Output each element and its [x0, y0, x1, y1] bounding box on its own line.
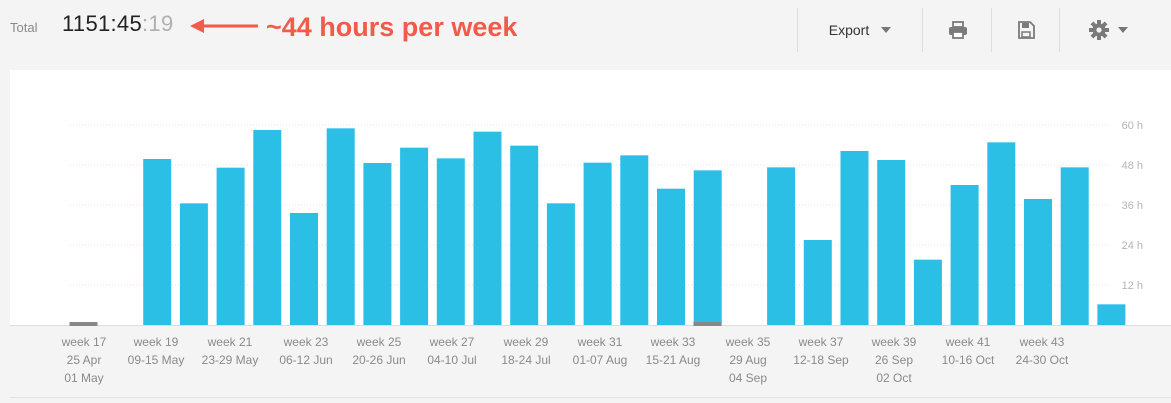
x-tick-label: 25 Apr	[67, 353, 102, 367]
floppy-disk-icon	[1018, 21, 1035, 39]
x-tick-label: 18-24 Jul	[501, 353, 550, 367]
y-tick-label: 24 h	[1122, 240, 1143, 252]
x-tick-label: week 37	[798, 335, 844, 349]
bar-week-28[interactable]	[510, 145, 539, 325]
settings-button[interactable]	[1078, 10, 1138, 50]
bar-week-42[interactable]	[1024, 199, 1052, 325]
x-tick-label: 01-07 Aug	[573, 353, 628, 367]
y-tick-label: 60 h	[1122, 120, 1143, 132]
total-label: Total	[10, 20, 38, 35]
bar-week-24[interactable]	[363, 163, 392, 325]
bar-week-44[interactable]	[1097, 304, 1126, 325]
x-tick-label: week 43	[1019, 335, 1065, 349]
toolbar-divider	[991, 8, 992, 52]
x-tick-label: week 25	[356, 335, 402, 349]
x-tick-label: 02 Oct	[876, 371, 912, 385]
bar-week-27[interactable]	[473, 131, 502, 325]
x-tick-label: week 33	[650, 335, 696, 349]
x-tick-label: 15-21 Aug	[646, 353, 701, 367]
bar-week-20[interactable]	[216, 167, 245, 325]
bar-week-36[interactable]	[803, 240, 832, 325]
annotation-text: ~44 hours per week	[266, 12, 518, 42]
gear-icon	[1089, 20, 1109, 40]
printer-icon	[949, 21, 967, 39]
x-tick-label: week 39	[871, 335, 917, 349]
toolbar: Total 1151:45:19 ~44 hours per week Expo…	[0, 0, 1171, 58]
divider	[10, 397, 1171, 398]
bar-week-33[interactable]	[693, 170, 722, 325]
bar-week-22[interactable]	[290, 213, 318, 325]
bar-week-40[interactable]	[950, 185, 979, 325]
x-tick-label: 04-10 Jul	[427, 353, 476, 367]
bar-week-32[interactable]	[657, 188, 685, 325]
y-tick-label: 48 h	[1122, 160, 1143, 172]
total-duration: 1151:45:19	[62, 11, 173, 37]
print-button[interactable]	[936, 10, 980, 50]
bar-week-35[interactable]	[767, 167, 796, 325]
bar-week-37[interactable]	[840, 151, 869, 325]
x-tick-label: week 29	[503, 335, 549, 349]
x-tick-label: week 41	[945, 335, 991, 349]
bar-week-38[interactable]	[877, 160, 906, 325]
export-button[interactable]: Export	[800, 10, 920, 50]
annotation-arrow-icon	[190, 19, 258, 33]
bar-week-34-empty[interactable]	[693, 322, 722, 326]
toolbar-divider	[797, 8, 798, 52]
x-tick-label: 01 May	[64, 371, 103, 385]
save-button[interactable]	[1004, 10, 1048, 50]
x-tick-label: 09-15 May	[128, 353, 185, 367]
bar-week-26[interactable]	[436, 158, 465, 325]
total-duration-seconds: :19	[142, 11, 174, 36]
bar-week-43[interactable]	[1060, 167, 1089, 325]
x-tick-label: 10-16 Oct	[942, 353, 995, 367]
x-tick-label: 24-30 Oct	[1016, 353, 1069, 367]
bar-week-41[interactable]	[987, 142, 1016, 325]
bar-week-30[interactable]	[583, 162, 612, 325]
total-duration-main: 1151:45	[62, 11, 142, 36]
bar-week-39[interactable]	[913, 259, 942, 325]
y-tick-label: 36 h	[1122, 200, 1143, 212]
toolbar-divider	[922, 8, 923, 52]
x-tick-label: 06-12 Jun	[279, 353, 332, 367]
x-tick-label: week 21	[207, 335, 253, 349]
x-tick-label: 12-18 Sep	[793, 353, 849, 367]
bar-week-19[interactable]	[179, 203, 208, 325]
bar-week-18[interactable]	[143, 159, 172, 325]
bar-week-17-empty[interactable]	[69, 322, 98, 326]
y-tick-label: 12 h	[1122, 280, 1143, 292]
export-label: Export	[828, 22, 870, 38]
x-tick-label: 26 Sep	[875, 353, 913, 367]
x-tick-label: week 27	[429, 335, 475, 349]
toolbar-divider	[1059, 8, 1060, 52]
x-tick-label: week 23	[283, 335, 329, 349]
x-tick-label: week 17	[61, 335, 107, 349]
chevron-down-icon	[1118, 27, 1128, 33]
x-tick-label: 29 Aug	[729, 353, 766, 367]
bar-week-21[interactable]	[253, 130, 282, 325]
chevron-down-icon	[881, 27, 892, 33]
x-tick-label: 04 Sep	[729, 371, 767, 385]
bar-week-31[interactable]	[620, 155, 649, 325]
x-tick-label: 23-29 May	[202, 353, 259, 367]
x-tick-label: 20-26 Jun	[352, 353, 405, 367]
bar-week-23[interactable]	[326, 128, 355, 325]
bar-week-29[interactable]	[546, 203, 575, 325]
x-tick-label: week 31	[577, 335, 623, 349]
x-tick-label: week 35	[725, 335, 771, 349]
bar-week-25[interactable]	[400, 147, 429, 325]
x-tick-label: week 19	[133, 335, 179, 349]
